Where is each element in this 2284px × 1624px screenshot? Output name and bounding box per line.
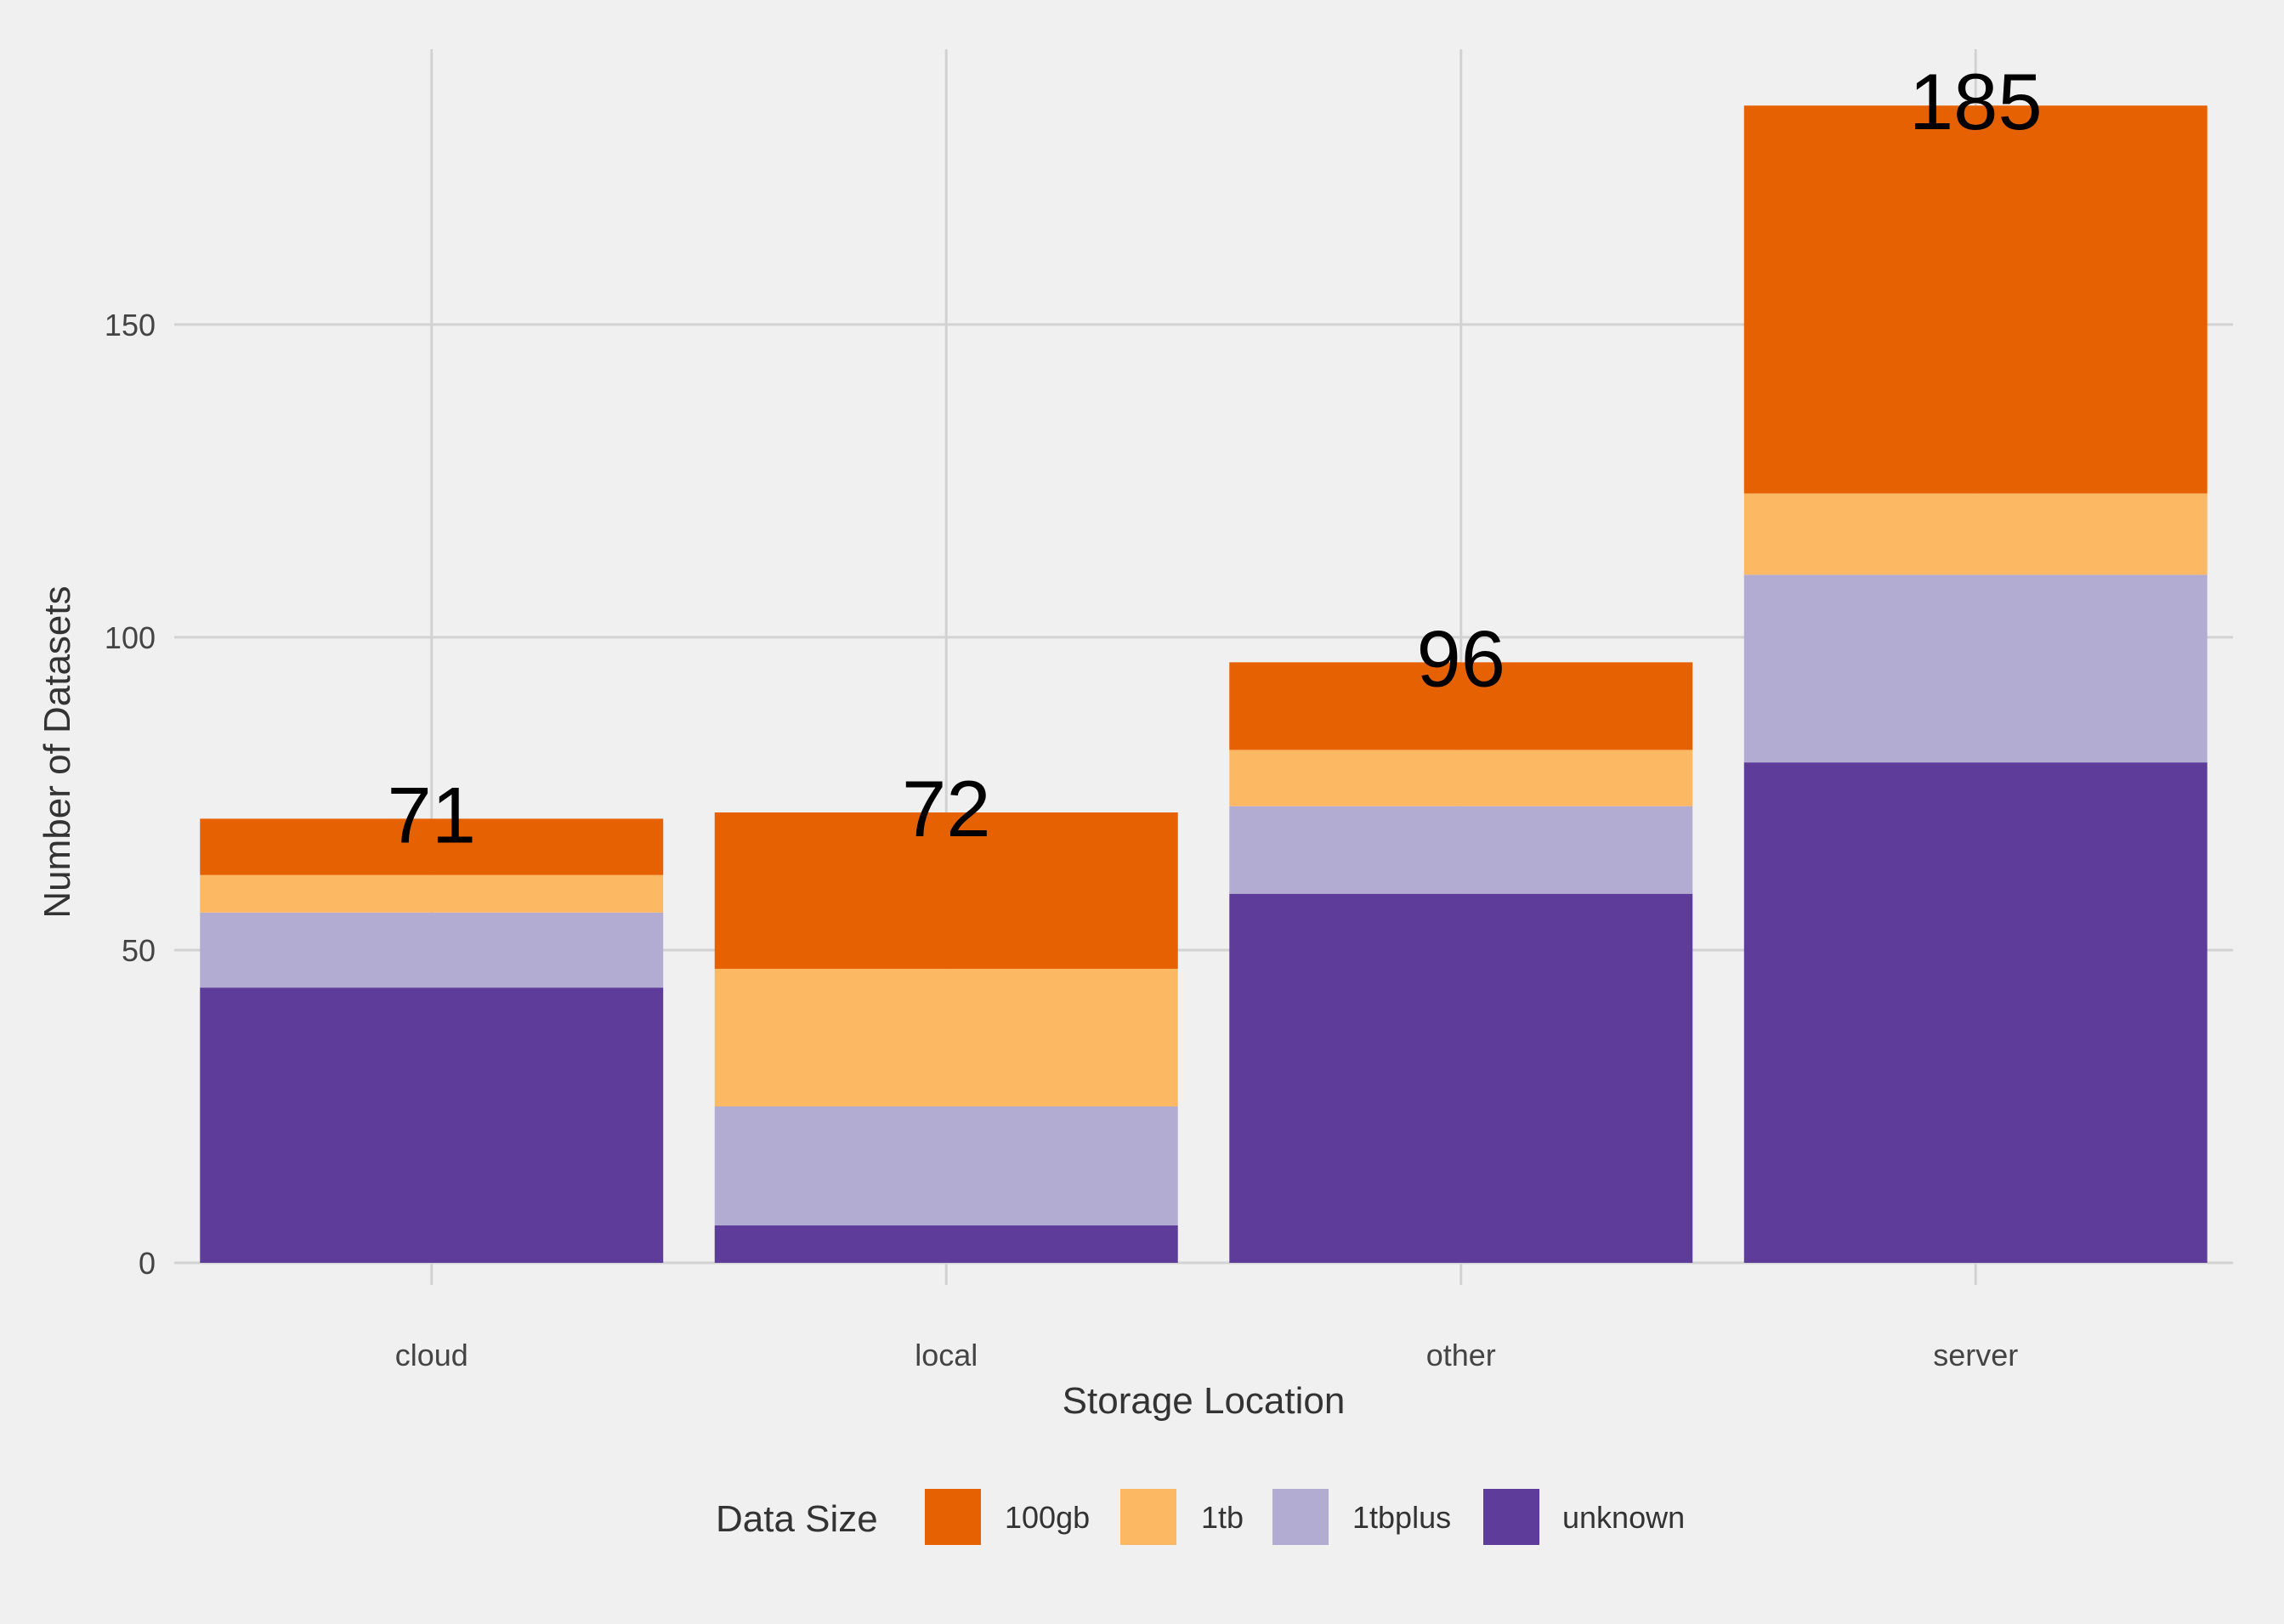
bar-segment-cloud-1tbplus [200, 912, 664, 988]
total-label-local: 72 [902, 764, 991, 853]
legend-title: Data Size [716, 1498, 878, 1540]
legend-key-100gb [925, 1489, 981, 1545]
bar-segment-other-1tb [1229, 750, 1693, 806]
bar-segment-other-unknown [1229, 893, 1693, 1263]
bar-segment-cloud-1tb [200, 874, 664, 913]
bar-segment-other-100gb [1229, 662, 1693, 750]
legend-label-unknown: unknown [1562, 1500, 1685, 1535]
legend-label-100gb: 100gb [1005, 1500, 1090, 1535]
x-tick-label-cloud: cloud [395, 1338, 468, 1372]
legend-key-1tb [1120, 1489, 1176, 1545]
total-label-cloud: 71 [387, 770, 476, 859]
y-tick-label: 50 [122, 933, 156, 968]
bar-segment-local-1tb [714, 969, 1178, 1106]
bar-segment-other-1tbplus [1229, 806, 1693, 894]
bar-segment-server-1tb [1743, 493, 2207, 575]
bar-segment-cloud-100gb [200, 818, 664, 875]
legend-key-1tbplus [1272, 1489, 1329, 1545]
legend: Data Size 100gb 1tb 1tbplus unknown [716, 1489, 1685, 1545]
bar-segment-server-100gb [1743, 105, 2207, 494]
x-axis-title: Storage Location [1063, 1380, 1346, 1422]
x-tick-label-server: server [1933, 1338, 2018, 1372]
legend-key-unknown [1483, 1489, 1539, 1545]
total-label-other: 96 [1416, 614, 1505, 703]
legend-label-1tbplus: 1tbplus [1352, 1500, 1451, 1535]
x-tick-label-local: local [915, 1338, 978, 1372]
x-tick-label-other: other [1426, 1338, 1496, 1372]
bar-segment-server-unknown [1743, 762, 2207, 1263]
total-label-server: 185 [1909, 57, 2043, 146]
bar-segment-server-1tbplus [1743, 574, 2207, 763]
y-tick-label: 0 [139, 1246, 156, 1281]
y-axis-title: Number of Datasets [37, 586, 78, 918]
legend-label-1tb: 1tb [1201, 1500, 1244, 1535]
bar-segment-local-unknown [714, 1225, 1178, 1263]
total-labels: 71 72 96 185 [387, 57, 2042, 859]
y-tick-label: 150 [105, 308, 156, 342]
bar-segment-local-100gb [714, 812, 1178, 970]
bar-segment-cloud-unknown [200, 987, 664, 1263]
y-tick-label: 100 [105, 620, 156, 655]
bar-segment-local-1tbplus [714, 1106, 1178, 1225]
bars [200, 105, 2207, 1263]
axes: Number of Datasets Storage Location 0 50 1… [37, 308, 2018, 1422]
